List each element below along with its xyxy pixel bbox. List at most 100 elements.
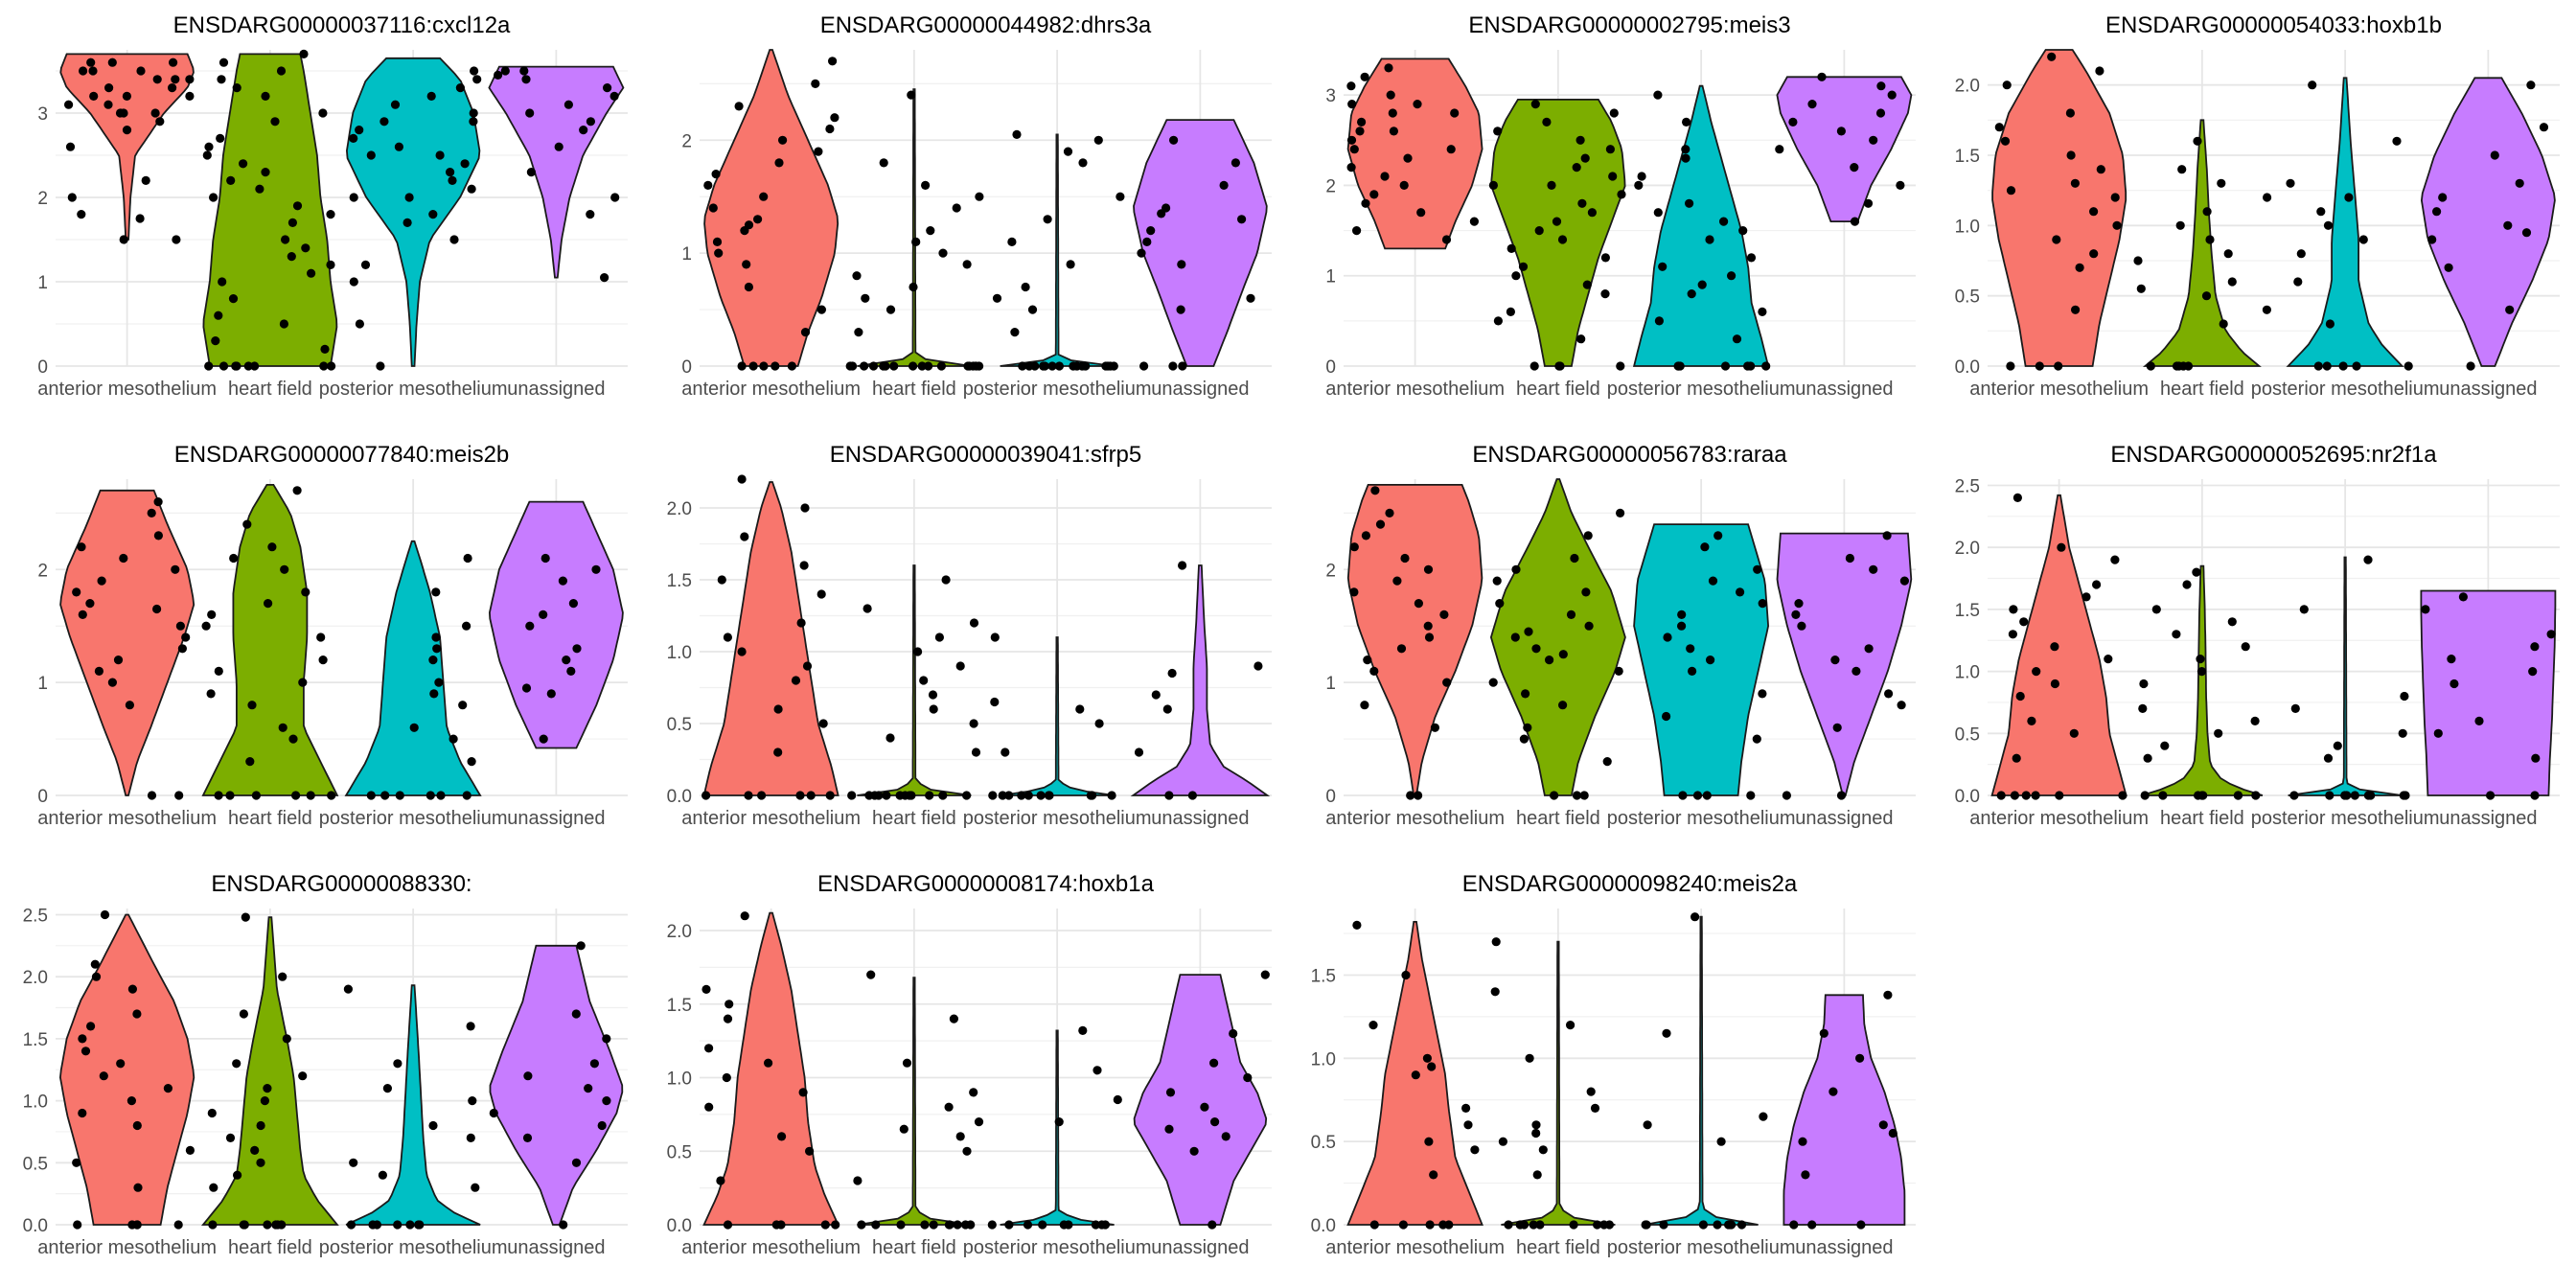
data-point	[929, 1220, 938, 1230]
data-point	[773, 748, 783, 757]
data-point	[1614, 666, 1623, 676]
data-point	[132, 1009, 142, 1019]
data-point	[1702, 791, 1712, 800]
panel-title: ENSDARG00000039041:sfrp5	[830, 442, 1142, 468]
data-point	[2057, 542, 2066, 552]
data-point	[298, 1071, 308, 1081]
data-point	[217, 75, 226, 84]
data-point	[467, 184, 476, 194]
data-point	[288, 218, 297, 227]
data-point	[1375, 519, 1386, 529]
data-point	[185, 91, 195, 101]
data-point	[1018, 361, 1027, 371]
x-tick-label: heart field	[1516, 808, 1600, 829]
data-point	[288, 734, 298, 744]
data-point	[1584, 621, 1594, 631]
data-point	[173, 1220, 183, 1230]
data-point	[2193, 136, 2202, 146]
data-point	[1063, 147, 1073, 156]
data-point	[740, 911, 749, 921]
data-point	[432, 644, 442, 654]
data-point	[1579, 791, 1589, 800]
data-point	[256, 1158, 265, 1167]
y-tick-label: 1	[37, 273, 48, 293]
data-point	[1396, 644, 1407, 654]
data-point	[393, 1059, 402, 1069]
data-point	[239, 159, 248, 169]
data-point	[830, 113, 840, 123]
violin-panel: ENSDARG00000056783:raraa 0 1 2 anterior meso…	[1288, 429, 1932, 859]
data-point	[78, 1034, 87, 1044]
data-point	[122, 126, 132, 135]
data-point	[1658, 262, 1668, 271]
data-point	[723, 632, 732, 642]
data-point	[861, 293, 870, 303]
data-point	[366, 791, 376, 800]
data-point	[2515, 178, 2524, 188]
data-point	[1137, 248, 1146, 258]
data-point	[346, 1220, 356, 1230]
data-point	[1109, 361, 1118, 371]
data-point	[845, 361, 855, 371]
data-point	[316, 632, 326, 642]
data-point	[1888, 1128, 1898, 1138]
data-point	[1349, 587, 1359, 597]
data-point	[1384, 63, 1393, 73]
data-point	[104, 83, 114, 93]
data-point	[1884, 689, 1894, 699]
data-point	[1529, 1220, 1538, 1230]
data-point	[1850, 217, 1860, 226]
data-point	[1878, 1120, 1888, 1130]
data-point	[132, 1120, 142, 1131]
data-point	[1569, 1220, 1578, 1230]
data-point	[952, 203, 961, 213]
data-point	[1498, 1137, 1507, 1146]
data-point	[962, 1146, 972, 1156]
data-point	[1411, 1070, 1420, 1080]
data-point	[1746, 791, 1756, 800]
data-point	[494, 70, 503, 80]
data-point	[2299, 605, 2309, 614]
violin-panel: ENSDARG00000098240:meis2a 0.0 0.5 1.0 1.5 ant…	[1288, 859, 1932, 1288]
data-point	[2035, 361, 2044, 371]
data-point	[2089, 207, 2099, 217]
data-point	[225, 791, 235, 800]
data-point	[489, 1108, 498, 1118]
data-point	[857, 1220, 866, 1230]
data-point	[2196, 667, 2207, 677]
data-point	[1357, 117, 1367, 126]
data-point	[240, 1220, 249, 1230]
data-point	[141, 175, 150, 185]
violin-anterior-mesothelium	[1346, 58, 1484, 250]
data-point	[2019, 617, 2029, 627]
data-point	[1855, 1053, 1865, 1063]
data-point	[1599, 1220, 1609, 1230]
violin-posterior-mesothelium	[345, 57, 481, 367]
data-point	[1039, 361, 1048, 371]
x-tick-label: posterior mesothelium	[2251, 379, 2440, 400]
violin-anterior-mesothelium	[702, 911, 840, 1226]
data-point	[72, 587, 81, 597]
data-point	[2366, 791, 2376, 800]
data-point	[1414, 599, 1423, 609]
data-point	[773, 704, 783, 714]
data-point	[1996, 791, 2006, 800]
data-point	[319, 361, 329, 371]
data-point	[1176, 305, 1185, 314]
data-point	[723, 1014, 733, 1024]
data-point	[2160, 741, 2170, 750]
data-point	[298, 678, 308, 687]
data-point	[992, 293, 1002, 303]
data-point	[1637, 172, 1646, 181]
data-point	[2325, 319, 2334, 329]
data-point	[1254, 661, 1263, 671]
data-point	[722, 1072, 731, 1083]
data-point	[1530, 100, 1540, 109]
panel-plot: ENSDARG00000052695:nr2f1a 0.0 0.5 1.0 1.5 2.0…	[1955, 442, 2560, 829]
data-point	[73, 1220, 82, 1230]
data-point	[748, 361, 758, 371]
data-point	[1075, 704, 1085, 714]
data-point	[1719, 217, 1729, 226]
data-point	[1491, 937, 1501, 947]
data-point	[2233, 791, 2243, 800]
